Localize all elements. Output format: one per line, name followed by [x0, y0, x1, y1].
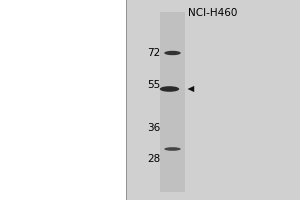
Text: 72: 72: [147, 48, 161, 58]
Text: 36: 36: [147, 123, 161, 133]
Ellipse shape: [164, 51, 181, 55]
Bar: [160, 12, 185, 192]
Text: 55: 55: [147, 80, 161, 90]
Text: 28: 28: [147, 154, 161, 164]
Polygon shape: [188, 86, 194, 92]
Ellipse shape: [164, 147, 181, 151]
Bar: [126, 0, 300, 200]
Ellipse shape: [160, 86, 179, 92]
Text: NCI-H460: NCI-H460: [188, 8, 238, 18]
